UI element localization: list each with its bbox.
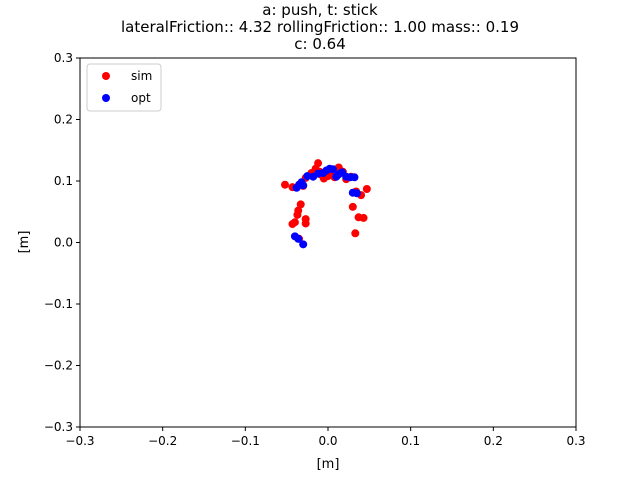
legend-label-opt: opt	[131, 91, 151, 105]
y-tick-label: −0.3	[44, 420, 73, 434]
y-tick-label: 0.1	[54, 174, 73, 188]
x-tick-label: −0.2	[148, 434, 177, 448]
point-sim-0	[281, 180, 290, 189]
point-opt-10	[328, 165, 337, 174]
x-tick-label: 0.1	[401, 434, 420, 448]
legend-marker-sim	[102, 72, 110, 80]
point-opt-16	[350, 173, 359, 182]
axes-frame	[79, 57, 577, 428]
point-sim-23	[359, 213, 368, 222]
point-opt-20	[294, 234, 303, 243]
point-sim-21	[348, 202, 357, 211]
legend: sim opt	[86, 63, 162, 112]
y-tick-label: −0.1	[44, 297, 73, 311]
point-opt-4	[303, 172, 312, 181]
legend-label-sim: sim	[131, 69, 152, 83]
data-marks	[281, 159, 371, 249]
point-sim-20	[362, 185, 371, 193]
point-sim-25	[296, 200, 305, 209]
x-axis-ticks: −0.3 −0.2 −0.1 0.0 0.1 0.2 0.3	[65, 427, 586, 448]
chart-title-line-3: c: 0.64	[294, 35, 346, 53]
point-sim-31	[301, 219, 310, 228]
point-sim-24	[351, 229, 360, 238]
point-sim-29	[288, 220, 297, 229]
point-sim-7	[314, 159, 323, 168]
y-tick-label: 0.2	[54, 113, 73, 127]
y-tick-label: 0.3	[54, 51, 73, 65]
x-tick-label: −0.1	[231, 434, 260, 448]
x-tick-label: −0.3	[65, 434, 94, 448]
x-tick-label: 0.0	[318, 434, 337, 448]
point-sim-27	[293, 210, 302, 219]
x-tick-label: 0.3	[566, 434, 585, 448]
x-tick-label: 0.2	[484, 434, 503, 448]
point-opt-3	[299, 181, 308, 190]
y-axis-ticks: −0.3 −0.2 −0.1 0.0 0.1 0.2 0.3	[44, 51, 80, 434]
y-tick-label: −0.2	[44, 359, 73, 373]
legend-marker-opt	[102, 94, 110, 102]
y-tick-label: 0.0	[54, 236, 73, 250]
x-axis-label: [m]	[317, 457, 340, 472]
chart-title-line-1: a: push, t: stick	[262, 1, 378, 19]
point-opt-21	[299, 240, 308, 249]
point-opt-18	[352, 189, 361, 198]
chart-title-line-2: lateralFriction:: 4.32 rollingFriction::…	[120, 18, 520, 36]
y-axis-label: [m]	[17, 231, 32, 254]
